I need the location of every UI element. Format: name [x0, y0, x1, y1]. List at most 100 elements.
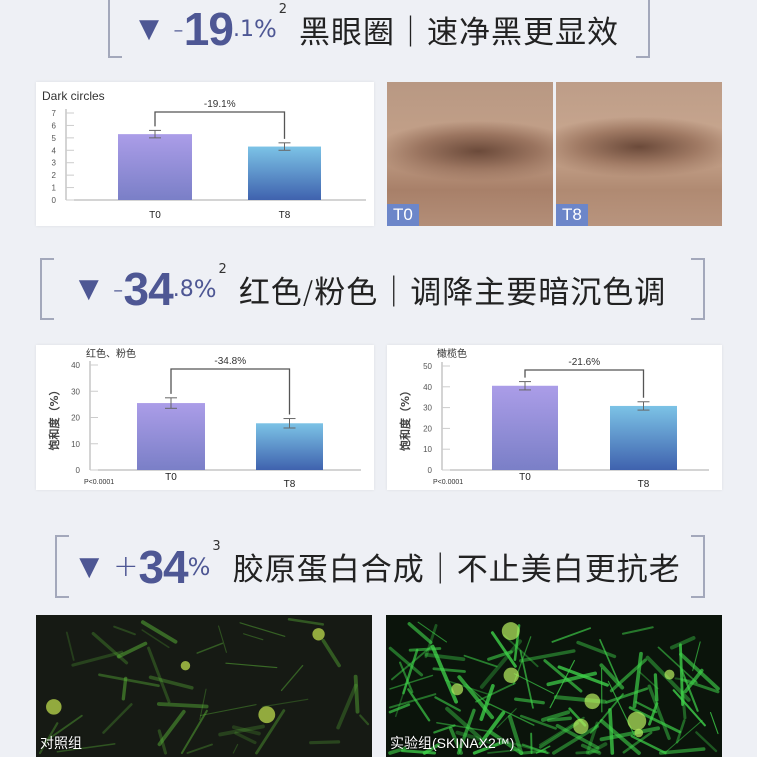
fiber: [157, 709, 186, 747]
fiber: [243, 633, 264, 641]
fiber: [148, 675, 194, 690]
fiber: [388, 703, 411, 714]
fiber: [672, 689, 706, 727]
bracket-right: [691, 535, 705, 598]
fiber: [549, 659, 576, 709]
heading-text: 红色/粉色｜调降主要暗沉色调: [238, 274, 667, 311]
fiber: [200, 704, 257, 717]
y-tick-label: 4: [52, 146, 57, 155]
cell: [573, 718, 589, 734]
cell: [451, 683, 464, 696]
fiber: [218, 724, 265, 737]
cell: [312, 628, 325, 641]
cell: [627, 711, 647, 731]
fiber: [102, 703, 133, 734]
fiber: [287, 617, 325, 626]
fiber: [407, 622, 433, 645]
fiber: [555, 723, 600, 750]
stat-number: 34: [138, 540, 188, 593]
fiber: [635, 700, 658, 714]
fiber: [496, 708, 517, 728]
x-tick-label: T0: [519, 472, 531, 483]
bar-t8: [256, 423, 323, 470]
change-annotation: -21.6%: [568, 357, 600, 368]
y-tick-label: 2: [52, 171, 57, 180]
fiber: [514, 697, 545, 705]
fiber: [478, 710, 506, 746]
down-triangle-icon: ▼: [79, 551, 100, 582]
fiber: [551, 724, 600, 755]
bar-t8: [248, 146, 321, 200]
cell: [258, 706, 276, 724]
fiber: [479, 639, 522, 689]
bar-t8: [610, 405, 677, 470]
fiber: [113, 625, 136, 636]
fiber: [538, 722, 579, 749]
fiber: [488, 730, 524, 755]
fiber: [389, 674, 434, 690]
fiber: [457, 675, 495, 720]
fiber: [408, 647, 442, 652]
y-tick-label: 40: [71, 361, 80, 370]
bracket-left: [40, 258, 54, 320]
fiber: [445, 706, 482, 740]
fiber: [65, 631, 75, 661]
bar-t0: [492, 385, 558, 470]
fiber: [487, 650, 513, 661]
y-tick-label: 30: [71, 387, 80, 396]
fiber: [647, 684, 671, 741]
fiber: [575, 750, 601, 755]
fiber: [116, 641, 148, 659]
fiber: [513, 673, 555, 695]
bar-t0: [137, 403, 205, 470]
cell: [664, 669, 675, 680]
heading-text: 胶原蛋白合成｜不止美白更抗老: [232, 552, 681, 588]
fiber: [599, 639, 620, 684]
fiber: [433, 724, 456, 734]
y-tick-label: 0: [52, 196, 57, 205]
cell: [46, 699, 62, 715]
fiber: [56, 743, 116, 753]
y-tick-label: 0: [76, 466, 81, 475]
microscopy-treated: 实验组(SKINAX2™): [386, 615, 722, 757]
fiber: [424, 652, 466, 662]
fiber: [472, 739, 507, 755]
y-axis-label: 饱和度（%）: [398, 385, 412, 451]
fiber: [321, 638, 341, 668]
fiber: [430, 644, 458, 704]
fiber: [180, 709, 208, 754]
change-annotation: -34.8%: [214, 356, 246, 367]
stat-sign: -: [112, 271, 124, 307]
section-heading-collagen: ▼ + 34 % 3 胶原蛋白合成｜不止美白更抗老: [55, 535, 705, 598]
fiber: [388, 746, 407, 755]
bracket-right: [691, 258, 705, 320]
y-tick-label: 40: [423, 383, 432, 392]
fiber: [648, 702, 659, 726]
chart-olive: 橄榄色 饱和度（%） 0 10 20 30 40 50 T0 T8 -21.6% P<0.0001: [387, 345, 722, 490]
fiber: [262, 698, 309, 708]
fiber: [521, 743, 549, 755]
fiber: [628, 706, 682, 734]
fiber: [255, 709, 286, 755]
stat-number: 34: [123, 263, 174, 315]
y-tick-label: 0: [428, 466, 433, 475]
p-value-note: P<0.0001: [433, 479, 463, 486]
cell: [584, 693, 601, 710]
section-heading-red-pink: ▼ - 34 .8 % 2 红色/粉色｜调降主要暗沉色调: [40, 258, 705, 320]
fiber: [630, 734, 667, 755]
fiber: [231, 725, 261, 736]
fiber: [402, 648, 419, 695]
footnote-marker: 3: [212, 539, 221, 554]
footnote-marker: 2: [218, 261, 227, 277]
fiber: [709, 711, 719, 735]
y-tick-label: 7: [52, 109, 57, 118]
fiber: [147, 646, 171, 704]
fiber: [43, 714, 83, 744]
fiber: [391, 645, 432, 681]
fiber: [400, 749, 437, 755]
fiber: [665, 719, 703, 753]
fiber: [621, 626, 654, 635]
fiber: [398, 661, 414, 694]
y-tick-label: 10: [71, 440, 80, 449]
cell: [503, 667, 519, 683]
